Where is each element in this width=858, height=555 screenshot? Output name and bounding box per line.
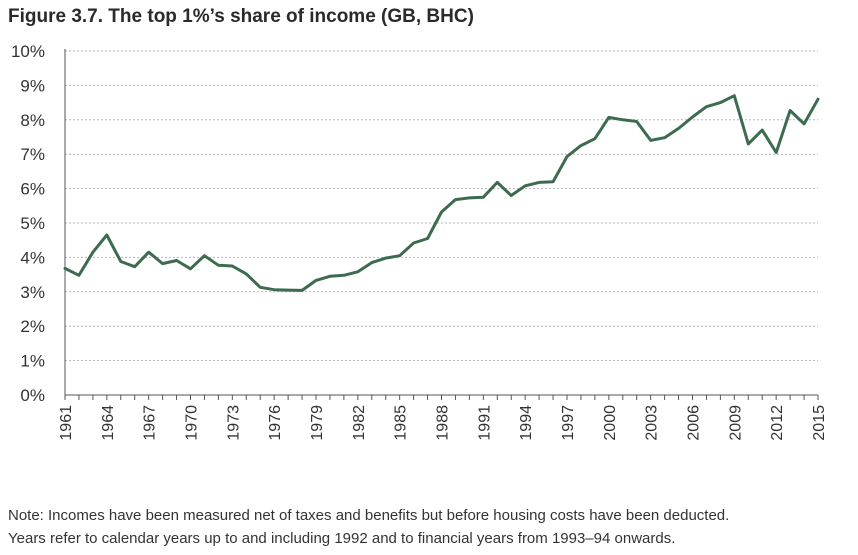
- y-tick-label: 9%: [20, 76, 45, 95]
- x-tick-label: 1973: [225, 405, 242, 441]
- series-line: [63, 94, 820, 292]
- x-tick-label: 2015: [811, 405, 828, 441]
- y-tick-label: 10%: [11, 42, 45, 61]
- series: [63, 94, 820, 292]
- y-tick-label: 3%: [20, 283, 45, 302]
- line-chart: 0% 1% 2% 3% 4% 5% 6% 7% 8% 9% 10% 1961 1964 1967 1970…: [11, 42, 828, 441]
- x-tick-label: 2006: [686, 405, 703, 441]
- y-tick-label: 8%: [20, 111, 45, 130]
- x-tick-labels: 1961 1964 1967 1970 1973 1976 1979 1982 1985 1988…: [58, 405, 828, 441]
- gridlines: [65, 50, 818, 362]
- x-tick-label: 1961: [58, 405, 75, 441]
- x-tick-label: 1991: [476, 405, 493, 441]
- x-tick-label: 2012: [769, 405, 786, 441]
- x-tick-label: 1982: [351, 405, 368, 441]
- x-tick-label: 1997: [560, 405, 577, 441]
- x-tick-label: 1964: [100, 405, 117, 441]
- chart-note-continued: Years refer to calendar years up to and …: [8, 530, 676, 547]
- chart-title: Figure 3.7. The top 1%’s share of income…: [8, 6, 474, 27]
- x-tick-label: 1979: [309, 405, 326, 441]
- y-tick-label: 7%: [20, 145, 45, 164]
- y-tick-label: 1%: [20, 352, 45, 371]
- y-tick-label: 6%: [20, 180, 45, 199]
- x-tick-label: 1976: [267, 405, 284, 441]
- x-tick-label: 2003: [644, 405, 661, 441]
- x-tick-label: 1994: [518, 405, 535, 441]
- x-tick-label: 1985: [393, 405, 410, 441]
- x-tick-label: 1967: [142, 405, 159, 441]
- y-tick-label: 2%: [20, 317, 45, 336]
- x-tick-label: 2009: [727, 405, 744, 441]
- x-tick-label: 1988: [435, 405, 452, 441]
- x-tick-label: 2000: [602, 405, 619, 441]
- y-tick-label: 0%: [20, 386, 45, 405]
- chart-note: Note: Incomes have been measured net of …: [8, 507, 730, 524]
- y-tick-label: 4%: [20, 248, 45, 267]
- y-tick-label: 5%: [20, 214, 45, 233]
- x-tick-label: 1970: [184, 405, 201, 441]
- axes: [64, 49, 819, 400]
- y-tick-labels: 0% 1% 2% 3% 4% 5% 6% 7% 8% 9% 10%: [11, 42, 45, 405]
